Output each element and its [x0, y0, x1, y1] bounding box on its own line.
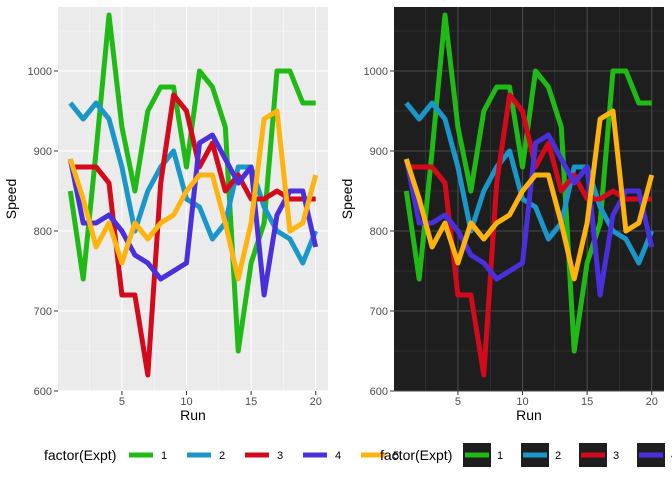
x-tick-label: 15 — [245, 396, 257, 408]
legend-label: 4 — [335, 450, 341, 462]
x-tick-label: 10 — [180, 396, 192, 408]
y-tick-label: 700 — [34, 306, 52, 318]
legend-label: 2 — [219, 450, 225, 462]
legend-label: 5 — [393, 450, 399, 462]
legend-label: 1 — [497, 450, 503, 462]
y-tick-label: 800 — [34, 226, 52, 238]
legend-item-1: 1 — [463, 443, 503, 467]
x-tick-label: 5 — [455, 396, 461, 408]
series-line-5 — [403, 108, 655, 282]
y-tick-label: 1000 — [28, 66, 52, 78]
x-axis-title: Run — [180, 407, 206, 423]
legend: factor(Expt) 1 2 3 4 5 — [44, 447, 399, 463]
chart-panel-2: 5 10 15 206007008009001000RunSpeedfactor(Ex… — [339, 7, 672, 467]
x-tick-label: 15 — [581, 396, 593, 408]
legend-item-3: 3 — [579, 443, 619, 467]
y-tick-label: 900 — [370, 146, 388, 158]
series-line-3 — [406, 92, 652, 378]
series-line-1 — [67, 12, 316, 354]
y-tick-label: 800 — [370, 226, 388, 238]
legend-label: 1 — [161, 450, 167, 462]
series-line-1 — [403, 12, 652, 354]
x-tick-label: 20 — [310, 396, 322, 408]
x-tick-label: 10 — [516, 396, 528, 408]
legend-title: factor(Expt) — [380, 447, 452, 463]
x-tick-label: 20 — [646, 396, 658, 408]
series-line-4 — [403, 132, 655, 298]
y-tick-label: 600 — [370, 386, 388, 398]
y-axis-title: Speed — [339, 179, 355, 219]
legend-item-1: 1 — [129, 450, 167, 462]
y-tick-label: 700 — [370, 306, 388, 318]
y-tick-label: 900 — [34, 146, 52, 158]
x-axis-title: Run — [516, 407, 542, 423]
series-line-5 — [67, 108, 319, 282]
y-tick-label: 600 — [34, 386, 52, 398]
legend-title: factor(Expt) — [44, 447, 116, 463]
legend-label: 3 — [613, 450, 619, 462]
legend-item-5: 5 — [361, 450, 399, 462]
legend-item-4: 4 — [637, 443, 672, 467]
x-tick-label: 5 — [119, 396, 125, 408]
legend: factor(Expt) 1 2 3 4 5 — [380, 443, 672, 467]
legend-item-2: 2 — [521, 443, 561, 467]
y-axis-title: Speed — [3, 179, 19, 219]
series-line-4 — [67, 132, 319, 298]
series-line-3 — [70, 92, 316, 378]
series-group — [67, 12, 319, 378]
legend-label: 3 — [277, 450, 283, 462]
y-tick-label: 1000 — [364, 66, 388, 78]
chart-panel-1: 5 10 15 206007008009001000RunSpeedfactor(Ex… — [3, 7, 399, 463]
legend-item-4: 4 — [303, 450, 341, 462]
legend-label: 2 — [555, 450, 561, 462]
legend-item-2: 2 — [187, 450, 225, 462]
legend-item-3: 3 — [245, 450, 283, 462]
series-group — [403, 12, 655, 378]
